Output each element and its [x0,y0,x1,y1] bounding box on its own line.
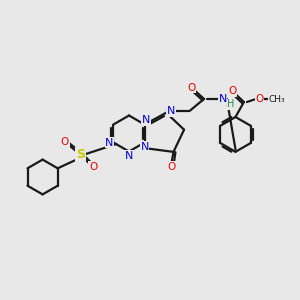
Text: N: N [125,151,133,161]
Text: O: O [255,94,264,104]
Text: N: N [142,115,150,125]
Text: N: N [218,94,227,104]
Text: S: S [76,148,85,161]
Text: CH₃: CH₃ [268,94,285,103]
Text: O: O [167,162,175,172]
Text: O: O [61,137,69,147]
Text: N: N [167,106,175,116]
Text: O: O [228,86,237,96]
Text: N: N [105,137,114,148]
Text: O: O [187,82,196,92]
Text: N: N [140,142,149,152]
Text: H: H [227,99,235,109]
Text: O: O [89,162,97,172]
